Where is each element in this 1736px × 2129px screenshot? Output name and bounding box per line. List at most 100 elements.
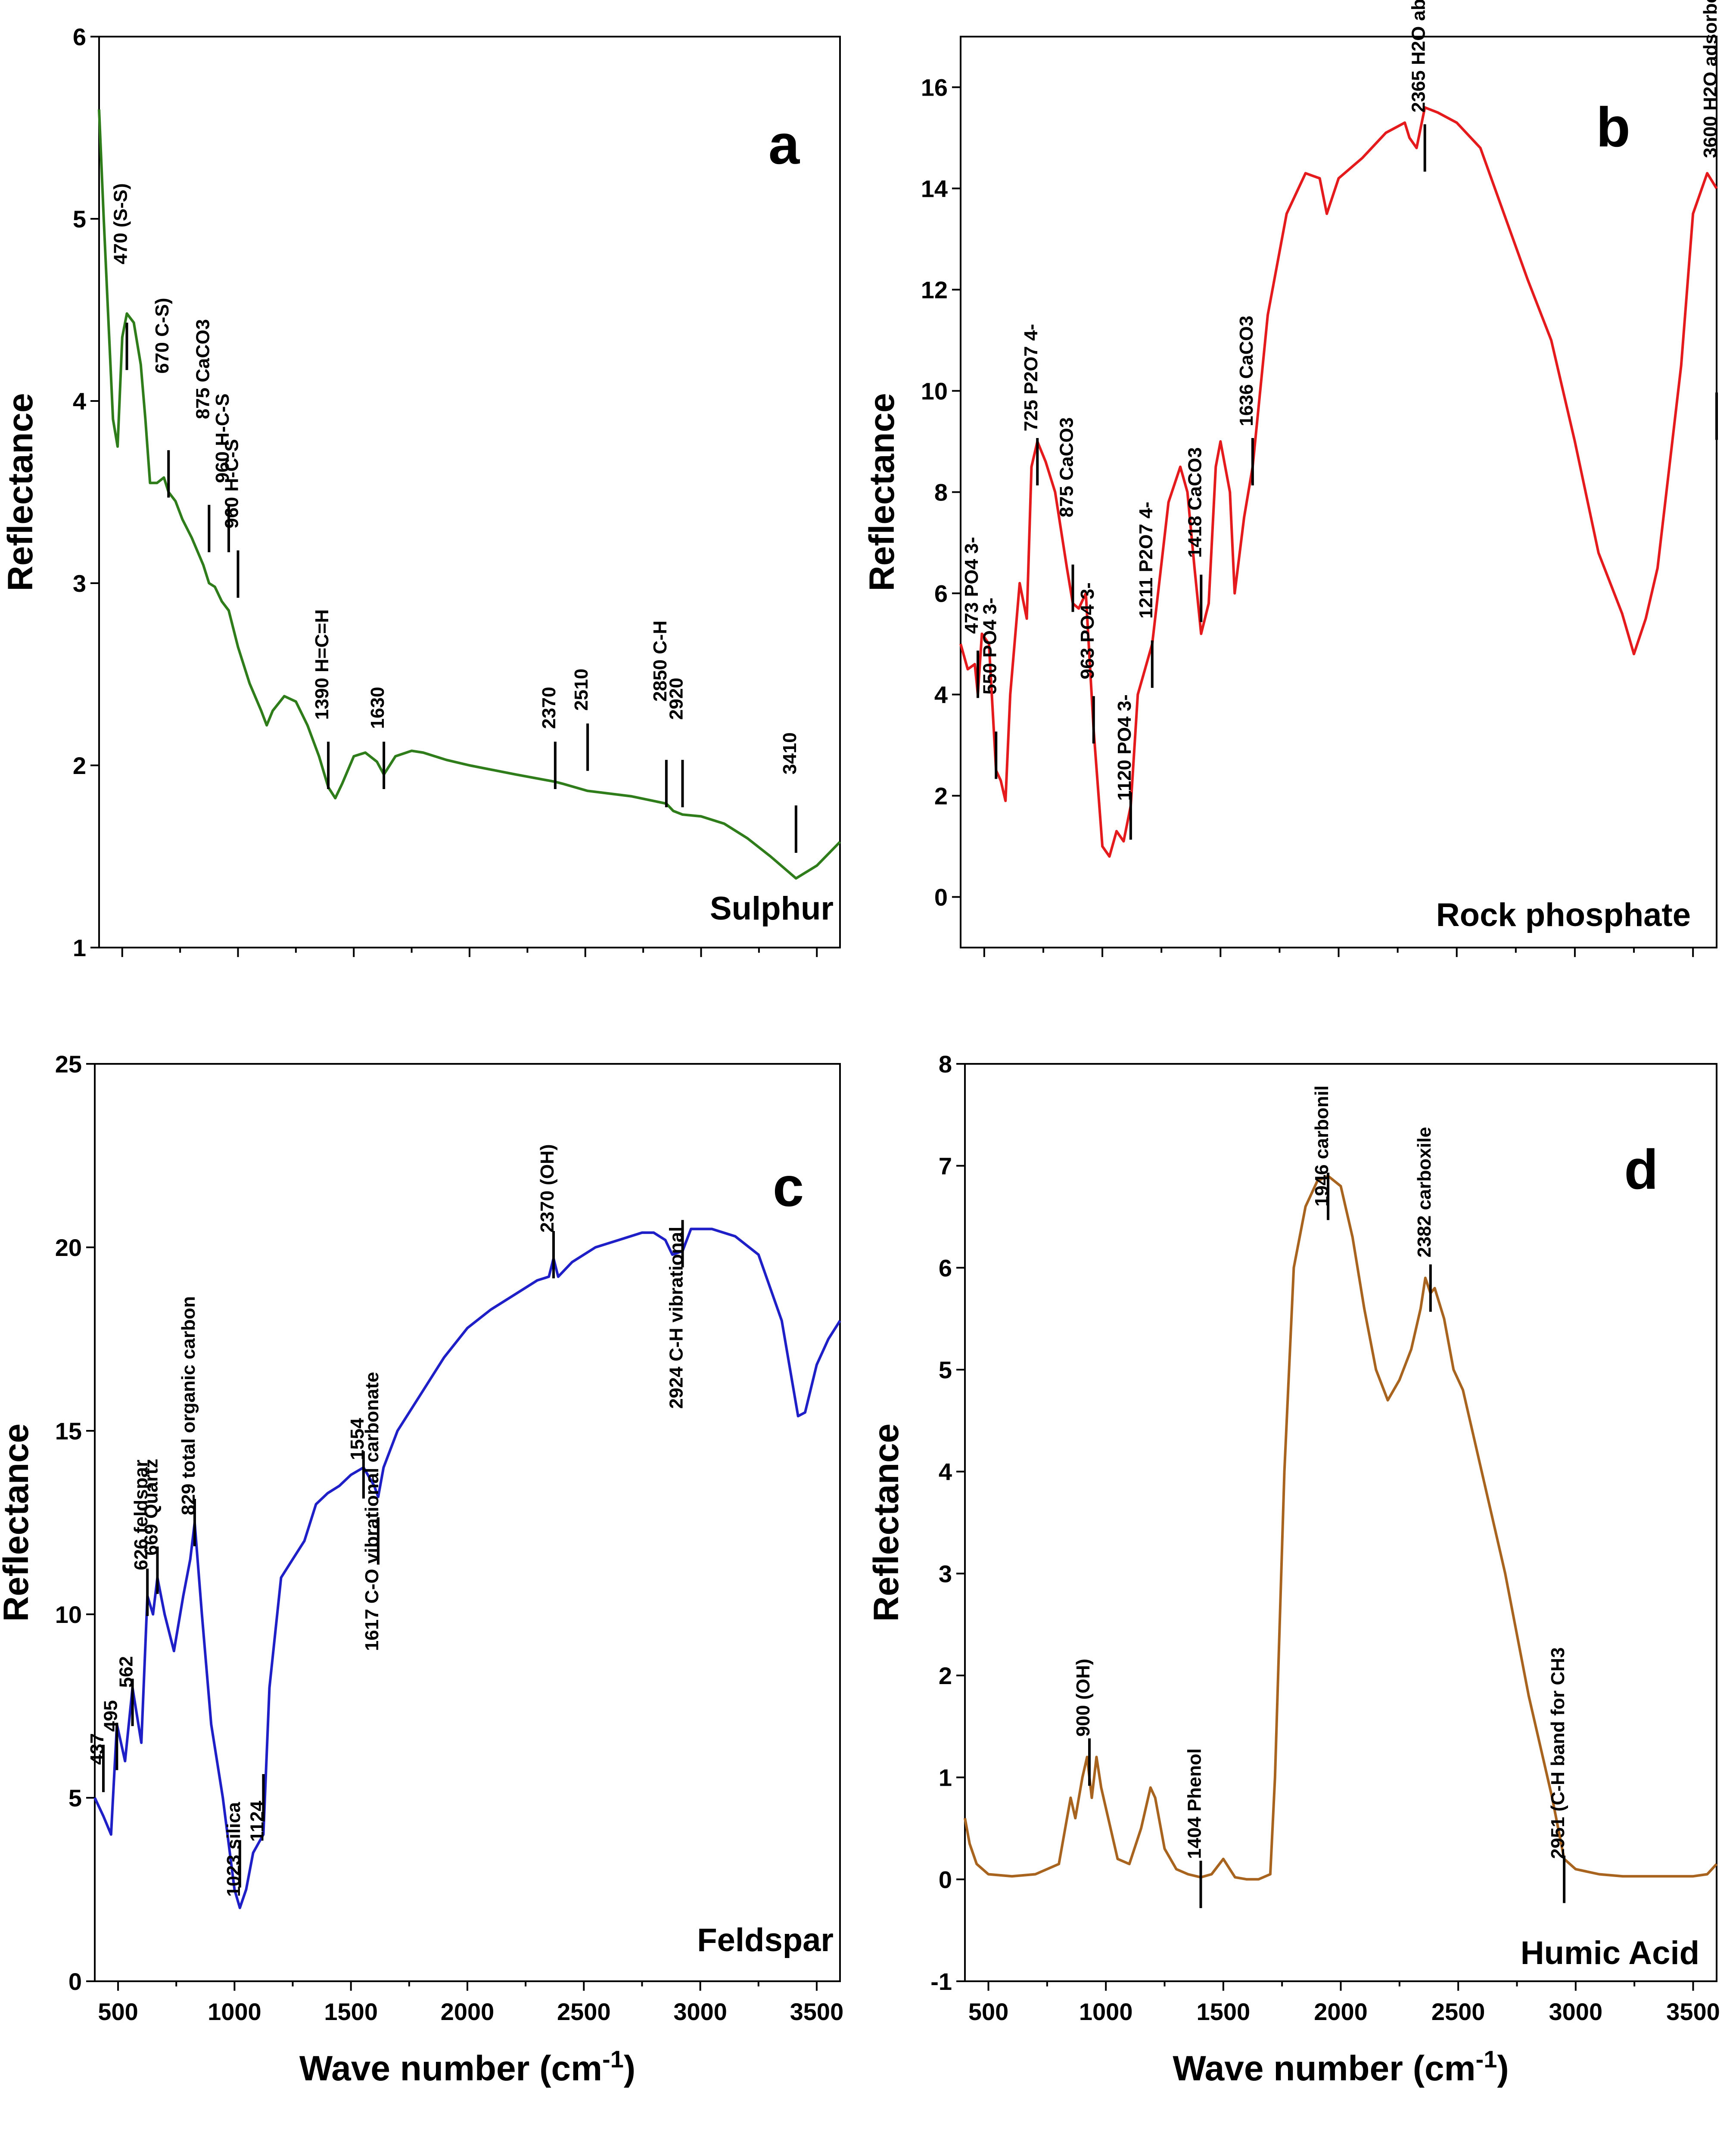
x-tick-label: 2500: [1431, 1998, 1485, 2025]
panel-c-feldspar: 0 5 10 15 20 25 500 1000 1500 2000 2500 3000 3500 Ref…: [0, 1051, 843, 2088]
y-tick-label: 8: [934, 479, 948, 506]
x-tick-label: 1000: [208, 1998, 261, 2025]
peak-label: 1636 CaCO3: [1236, 316, 1257, 426]
y-tick-label: 6: [939, 1254, 952, 1281]
y-tick-label: 4: [939, 1458, 952, 1486]
peak-label: 1617 C-O vibrational carbonate: [361, 1372, 383, 1651]
peak-label: 2370: [538, 687, 560, 729]
peak-label: 2382 carboxile: [1414, 1127, 1435, 1257]
peak-label: 725 P2O7 4-: [1020, 324, 1042, 432]
y-tick-label: 4: [73, 388, 86, 415]
y-tick-label: 1: [73, 934, 86, 961]
peak-label: 437: [87, 1733, 108, 1765]
panel-letter: d: [1624, 1138, 1658, 1201]
spectrum-line-a: [98, 109, 841, 880]
peak-label: 829 total organic carbon: [178, 1296, 199, 1515]
sample-name: Sulphur: [710, 890, 834, 927]
y-tick-label: 25: [55, 1051, 82, 1078]
peak-label: 960 H-C-S: [212, 394, 233, 483]
peak-label: 2920: [666, 678, 687, 720]
x-tick-label: 1000: [1079, 1998, 1133, 2025]
x-axis-label: Wave number (cm-1): [1173, 2045, 1509, 2088]
peak-label: 963 PO4 3-: [1077, 582, 1098, 679]
x-tick-label: 3000: [1549, 1998, 1603, 2025]
panel-letter: a: [768, 113, 800, 176]
peak-label: 2510: [571, 668, 592, 711]
y-tick-label: 10: [921, 378, 948, 405]
x-axis-label: Wave number (cm-1): [299, 2045, 635, 2088]
peak-label: 3600 H2O adsorbed: [1700, 0, 1721, 158]
y-tick-label: 8: [939, 1051, 952, 1078]
peak-label: 495: [100, 1700, 121, 1731]
y-axis-label: Reflectance: [1, 393, 40, 591]
x-tick-label: 2000: [441, 1998, 495, 2025]
plot-frame: [98, 36, 841, 948]
y-tick-label: 4: [934, 681, 948, 709]
peak-label: 1418 CaCO3: [1184, 447, 1205, 558]
y-tick-label: 14: [921, 175, 948, 202]
y-tick-label: 2: [73, 752, 86, 779]
spectrum-line-c: [93, 1228, 841, 1909]
peak-label: 2951 (C-H band for CH3: [1547, 1647, 1568, 1859]
panel-letter: b: [1596, 96, 1630, 159]
peak-label: 2924 C-H vibrational: [666, 1227, 687, 1409]
peak-label: 3410: [779, 732, 800, 774]
peak-label: 470 (S-S): [110, 183, 131, 264]
peak-label: 1946 carbonil: [1311, 1085, 1332, 1206]
x-tick-label: 2500: [557, 1998, 611, 2025]
spectrum-line-d: [964, 1175, 1718, 1881]
plot-frame: [964, 1063, 1717, 1982]
sample-name: Rock phosphate: [1436, 897, 1691, 933]
x-tick-label: 3500: [1666, 1998, 1720, 2025]
peak-label: 1124: [246, 1800, 268, 1842]
y-tick-label: 3: [939, 1560, 952, 1587]
peak-label: 1630: [367, 687, 388, 729]
peak-label: 626 feldspar: [131, 1460, 152, 1570]
x-tick-label: 3500: [790, 1998, 844, 2025]
peak-label: 900 (OH): [1073, 1659, 1094, 1737]
peak-label: 2365 H2O absorbed: [1408, 0, 1429, 112]
peak-label: 1023 silica: [223, 1802, 244, 1897]
x-tick-label: 1500: [324, 1998, 378, 2025]
y-tick-label: 5: [68, 1784, 82, 1812]
y-tick-label: 2: [939, 1662, 952, 1689]
peak-label: 1390 H=C=H: [311, 609, 333, 720]
y-tick-label: 20: [55, 1234, 82, 1261]
panel-letter: c: [773, 1155, 804, 1218]
peak-label: 1120 PO4 3-: [1114, 694, 1135, 801]
y-tick-label: 12: [921, 277, 948, 304]
peak-label: 1554: [347, 1418, 368, 1460]
peak-label: 473 PO4 3-: [961, 537, 982, 634]
peak-label: 670 C-S): [152, 298, 173, 373]
x-tick-label: 2000: [1314, 1998, 1368, 2025]
sample-name: Feldspar: [697, 1922, 834, 1958]
y-axis-label: Reflectance: [867, 1423, 906, 1622]
peak-label: 669 Quartz: [140, 1459, 162, 1556]
peak-label: 2850 C-H: [650, 621, 671, 702]
y-tick-label: 0: [68, 1968, 82, 1995]
peak-label: 550 PO4 3-: [979, 597, 1000, 694]
y-tick-label: 0: [939, 1866, 952, 1893]
x-tick-label: 3000: [673, 1998, 727, 2025]
y-tick-label: 5: [939, 1356, 952, 1383]
y-tick-label: 2: [934, 783, 948, 810]
y-axis-label: Reflectance: [0, 1423, 36, 1622]
y-tick-label: 3: [73, 570, 86, 597]
y-tick-label: 10: [55, 1601, 82, 1628]
x-tick-label: 1500: [1197, 1998, 1251, 2025]
peak-label: 1404 Phenol: [1184, 1748, 1205, 1859]
y-tick-label: 5: [73, 205, 86, 233]
y-tick-label: 15: [55, 1417, 82, 1445]
spectrum-line-b: [959, 106, 1718, 858]
y-tick-label: 1: [939, 1764, 952, 1791]
y-tick-label: 6: [73, 23, 86, 50]
y-tick-label: 6: [934, 580, 948, 607]
x-tick-label: 500: [968, 1998, 1008, 2025]
peak-label: 562: [116, 1656, 137, 1688]
peak-label: 1211 P2O7 4-: [1136, 502, 1157, 619]
y-tick-label: 7: [939, 1153, 952, 1180]
peak-label: 2370 (OH): [537, 1144, 558, 1232]
plot-frame: [94, 1063, 841, 1982]
panel-d-humic-acid: -1 0 1 2 3 4 5 6 7 8 500 1000 1500 2000 2500 3000 3500 Re…: [867, 1051, 1720, 2088]
